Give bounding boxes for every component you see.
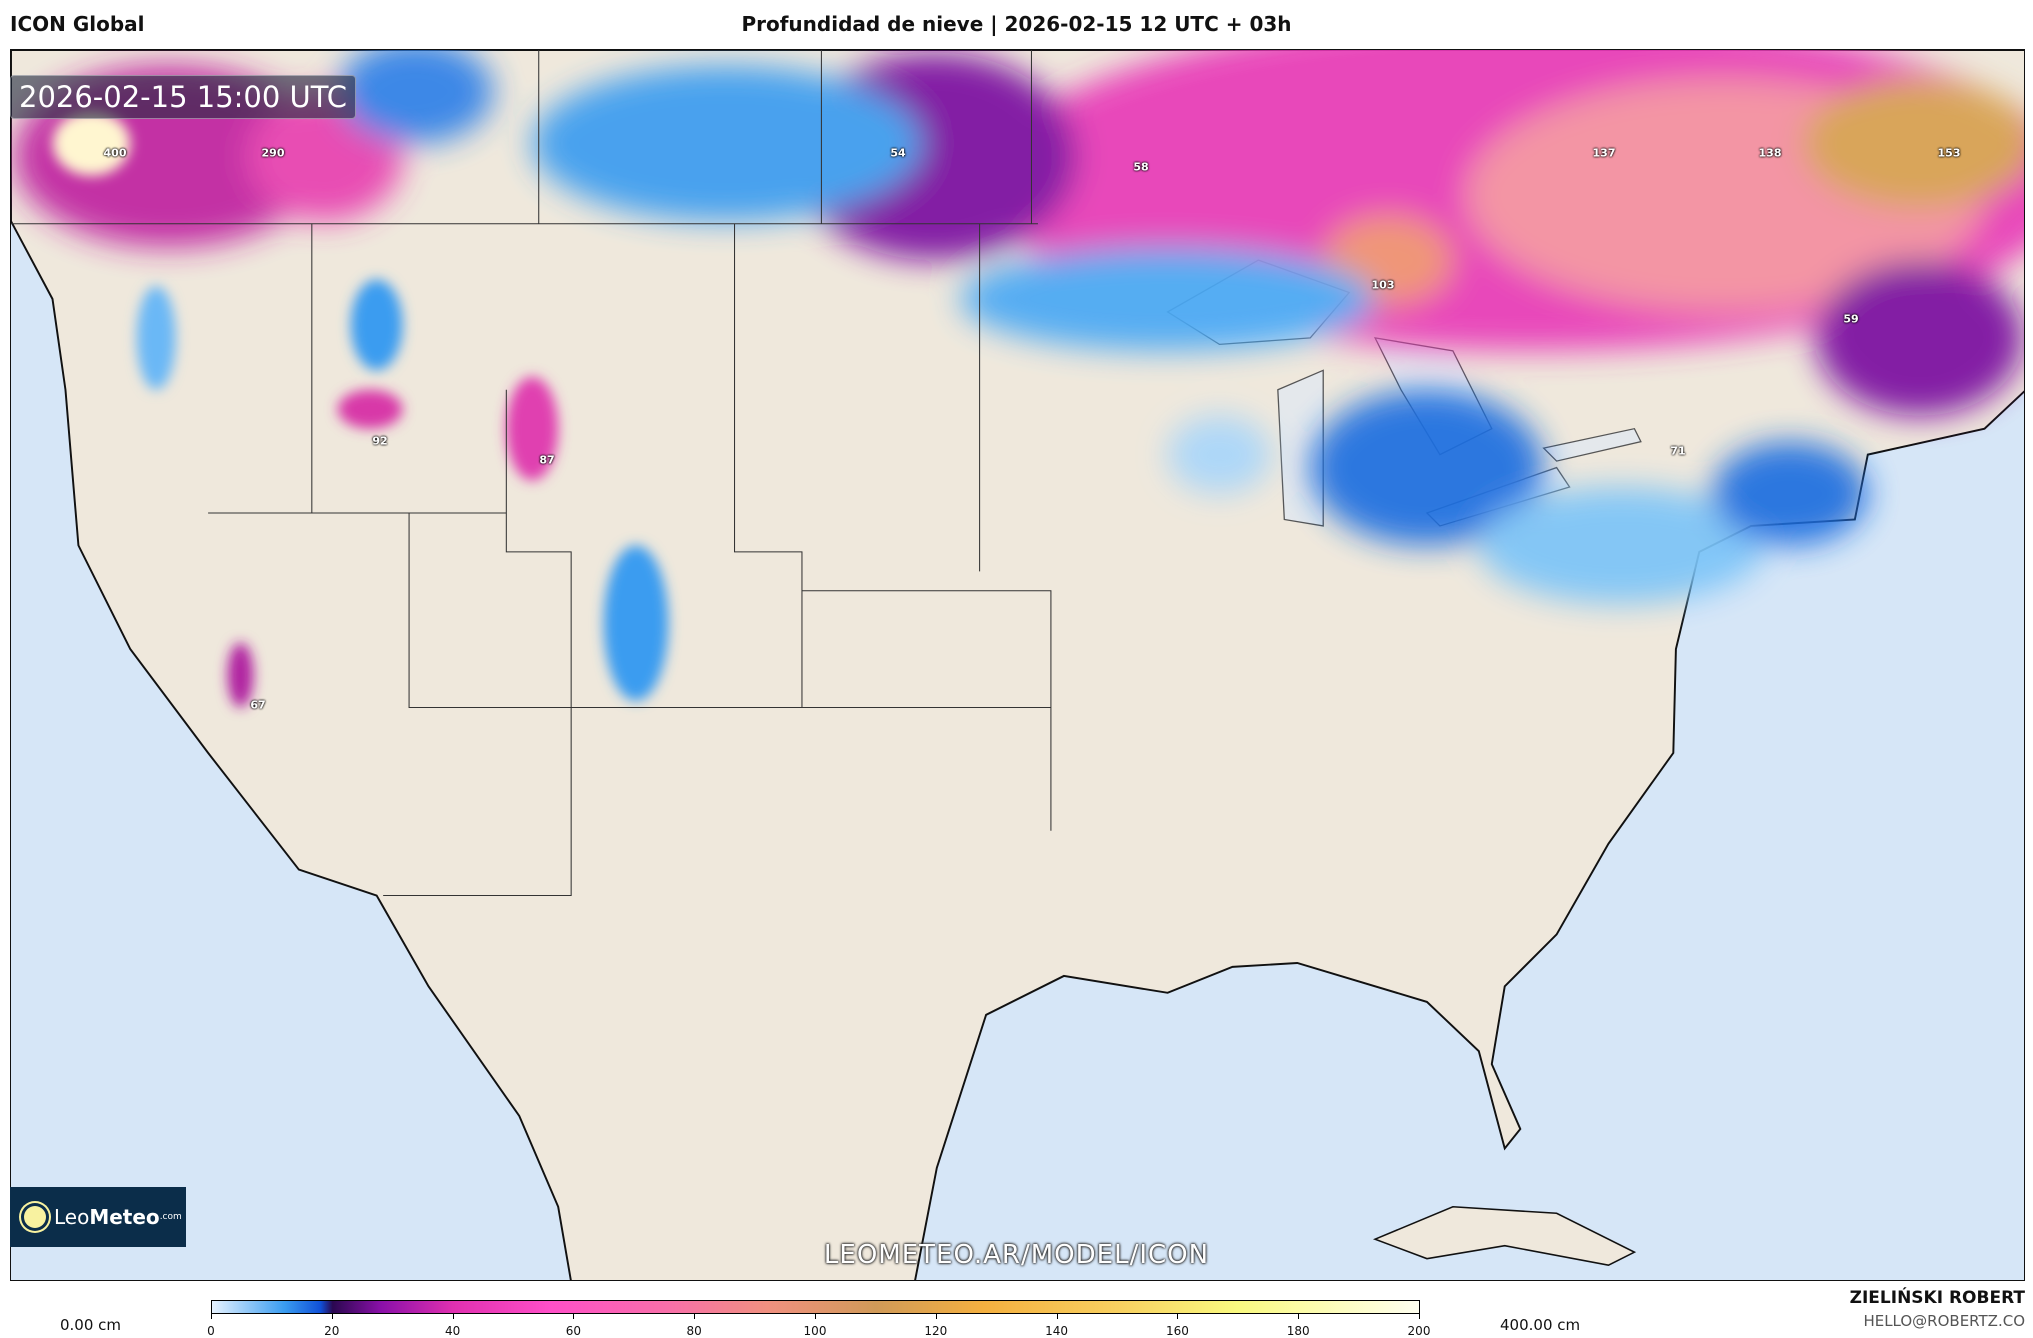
valid-time-badge: 2026-02-15 15:00 UTC — [10, 75, 357, 119]
snow-depth-value-label: 59 — [1843, 312, 1859, 326]
author-credit: ZIELIŃSKI ROBERT — [1849, 1288, 2025, 1308]
colorbar-tick-label: 100 — [803, 1324, 827, 1338]
leometeo-logo[interactable]: Leo Meteo .com — [10, 1187, 186, 1247]
borders — [11, 50, 1052, 897]
colorbar-tick-label: 80 — [686, 1324, 702, 1338]
snow-depth-value-label: 67 — [250, 698, 266, 712]
colorbar-tick — [452, 1314, 454, 1319]
colorbar-tick-label: 120 — [924, 1324, 948, 1338]
snow-depth-value-label: 138 — [1758, 146, 1782, 160]
legend-max-label: 400.00 cm — [1500, 1316, 1581, 1334]
legend-min-label: 0.00 cm — [60, 1316, 122, 1334]
colorbar-tick — [1056, 1314, 1058, 1319]
snow-overlay — [13, 50, 2024, 604]
map-canvas — [11, 50, 2024, 1280]
colorbar-tick — [1419, 1314, 1420, 1319]
colorbar-tick-label: 140 — [1045, 1324, 1069, 1338]
logo-text-light: Leo — [54, 1205, 90, 1229]
mountain-snow — [52, 110, 669, 708]
author-email[interactable]: HELLO@ROBERTZ.CO — [1863, 1312, 2025, 1330]
colorbar-tick-label: 200 — [1407, 1324, 1431, 1338]
snow-depth-value-label: 103 — [1371, 278, 1395, 292]
snow-depth-value-label: 290 — [261, 146, 285, 160]
snow-depth-map[interactable]: 400 290 54 58 137 138 153 103 59 92 87 71 67 — [10, 49, 2025, 1281]
watermark: LEOMETEO.AR/MODEL/ICON — [823, 1240, 1210, 1270]
colorbar-tick — [935, 1314, 937, 1319]
snow-depth-value-label: 54 — [890, 146, 906, 160]
colorbar-tick — [573, 1314, 575, 1319]
snow-depth-value-label: 92 — [372, 434, 388, 448]
sun-icon — [24, 1206, 46, 1228]
colorbar-tick-label: 0 — [207, 1324, 215, 1338]
cuba — [1372, 1205, 1637, 1266]
colorbar-tick — [1177, 1314, 1179, 1319]
logo-suffix: .com — [159, 1212, 182, 1222]
colorbar-tick-label: 20 — [324, 1324, 340, 1338]
snow-depth-value-label: 153 — [1937, 146, 1961, 160]
colorbar-tick — [1298, 1314, 1300, 1319]
snow-depth-value-label: 137 — [1592, 146, 1616, 160]
colorbar-tick — [211, 1314, 212, 1319]
snow-depth-value-label: 58 — [1133, 160, 1149, 174]
model-name: ICON Global — [10, 12, 145, 36]
map-title: Profundidad de nieve | 2026-02-15 12 UTC… — [741, 12, 1292, 36]
logo-text-bold: Meteo — [89, 1205, 160, 1229]
colorbar — [211, 1300, 1420, 1314]
colorbar-tick-label: 60 — [565, 1324, 582, 1338]
colorbar-tick — [815, 1314, 816, 1319]
colorbar-tick — [331, 1314, 333, 1319]
snow-depth-value-label: 400 — [103, 146, 127, 160]
colorbar-tick-label: 40 — [444, 1324, 461, 1338]
colorbar-tick-label: 180 — [1286, 1324, 1310, 1338]
snow-depth-value-label: 87 — [539, 453, 555, 467]
snow-depth-value-label: 71 — [1670, 444, 1686, 458]
colorbar-tick-label: 160 — [1165, 1324, 1189, 1338]
colorbar-tick — [694, 1314, 696, 1319]
